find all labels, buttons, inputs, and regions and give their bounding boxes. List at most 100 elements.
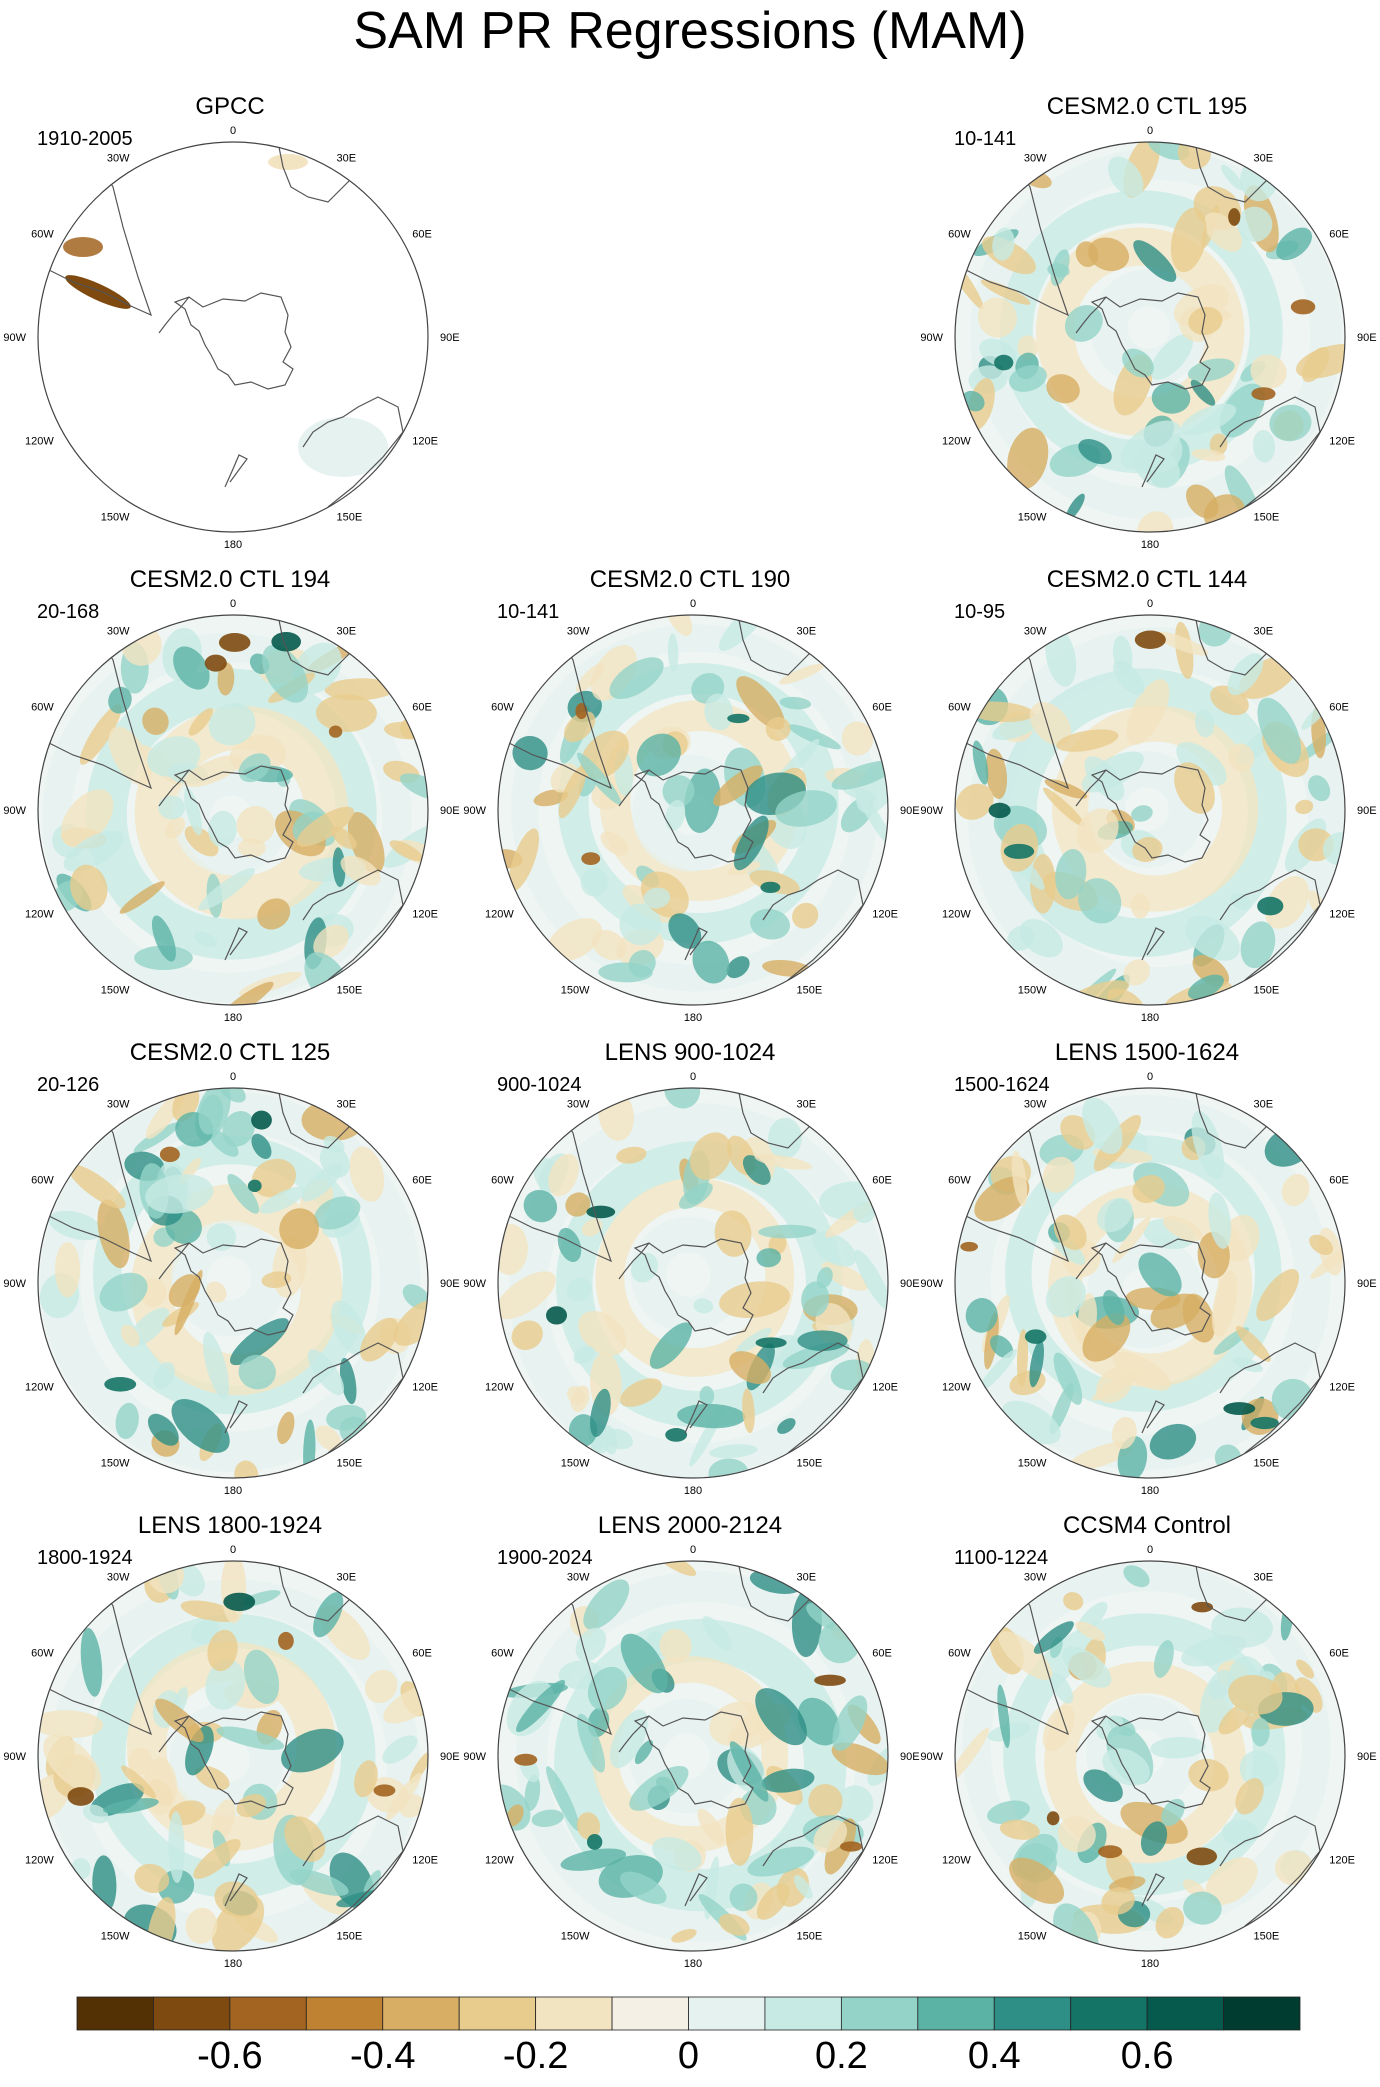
polar-map: 0 30E 60E 90E 120E 150E 180 150W 120W 90W 60W 30W (3, 1544, 459, 1970)
contour-extreme (373, 1784, 396, 1797)
longitude-label: 30W (1024, 1572, 1047, 1584)
longitude-label: 0 (1147, 125, 1153, 137)
regression-field (498, 615, 888, 992)
contour-extreme (159, 1146, 180, 1163)
map-panel: 0 30E 60E 90E 120E 150E 180 150W 120W 90W 60W 30W LE… (917, 1038, 1377, 1518)
peninsula-coast (618, 769, 650, 807)
map-disk (38, 142, 428, 532)
contour-blob (758, 1224, 817, 1239)
contour-extreme (545, 1306, 568, 1325)
contour-blob (1188, 306, 1223, 336)
australia-coast (302, 1342, 404, 1454)
contour-blob (1102, 1290, 1125, 1325)
contour-blob (236, 1794, 266, 1818)
contour-extreme (223, 1592, 256, 1612)
colorbar-box (1146, 1996, 1224, 2031)
contour-blob (977, 297, 1017, 338)
longitude-label: 150W (1018, 1457, 1047, 1469)
panel-period: 900-1024 (497, 1074, 582, 1096)
longitude-label: 150W (1018, 984, 1047, 996)
longitude-label: 150W (101, 984, 130, 996)
contour-blob (1067, 1441, 1134, 1471)
antarctica-coast (173, 292, 294, 390)
new-zealand-coast (1141, 927, 1165, 961)
new-zealand-coast (684, 927, 708, 961)
contour-blob (145, 1174, 214, 1214)
contour-blob (315, 694, 377, 732)
contour-blob (251, 1158, 297, 1198)
contour-blob (1269, 404, 1312, 442)
contour-blob (313, 1196, 361, 1230)
contour-blob (1155, 1907, 1185, 1939)
contour-band (968, 627, 1345, 1005)
longitude-label: 90W (3, 805, 26, 817)
colorbar-box (1070, 1996, 1148, 2031)
regression-field (498, 1088, 888, 1478)
contour-blob (854, 1249, 888, 1310)
contour-blob (508, 828, 540, 891)
longitude-label: 0 (690, 1544, 696, 1556)
contour-blob (1153, 1640, 1174, 1678)
contour-blob (354, 1760, 378, 1798)
new-zealand-coast (1141, 1873, 1165, 1907)
longitude-label: 150E (337, 1930, 363, 1942)
longitude-label: 120E (872, 1855, 898, 1867)
map-panel: 0 30E 60E 90E 120E 150E 180 150W 120W 90W 60W 30W GP… (0, 92, 460, 572)
longitude-label: 120E (1329, 1855, 1355, 1867)
contour-extreme (960, 1241, 978, 1252)
contour-blob (793, 1875, 813, 1899)
contour-blob (1154, 631, 1209, 656)
longitude-label: 120E (872, 909, 898, 921)
contour-blob (1136, 511, 1174, 532)
contour-blob (1007, 427, 1049, 490)
south-america-coast (42, 1107, 153, 1263)
contour-blob (208, 1129, 239, 1157)
panel-period: 10-95 (954, 601, 1006, 623)
contour-blob (990, 1335, 1014, 1359)
contour-extreme (1098, 1845, 1123, 1859)
contour-blob (128, 1747, 153, 1775)
contour-blob (1228, 743, 1255, 772)
contour-extreme (1257, 896, 1284, 916)
contour-blob (718, 1913, 750, 1936)
longitude-label: 150E (1254, 1457, 1280, 1469)
contour-blob (360, 1317, 399, 1362)
longitude-label: 150E (1254, 1930, 1280, 1942)
contour-blob (583, 1579, 630, 1630)
contour-blob (762, 959, 812, 977)
panel-title: LENS 2000-2124 (597, 1512, 783, 1539)
contour-blob (340, 855, 381, 886)
contour-blob (1045, 627, 1077, 687)
colorbar-label: 0.6 (1121, 2035, 1174, 2077)
colorbar-label: 0.2 (815, 2035, 868, 2077)
longitude-label: 90E (1357, 1751, 1377, 1763)
contour-blob (174, 1269, 203, 1336)
contour-blob (992, 227, 1015, 261)
colorbar-label: 0.4 (968, 2035, 1021, 2077)
polar-map: 0 30E 60E 90E 120E 150E 180 150W 120W 90W 60W 30W (920, 125, 1376, 551)
contour-blob (399, 773, 428, 801)
longitude-label: 120W (485, 909, 514, 921)
panel-title: LENS 900-1024 (604, 1039, 776, 1066)
contour-blob (1149, 1423, 1197, 1460)
new-zealand-coast (684, 1400, 708, 1434)
panel-period: 20-126 (37, 1074, 100, 1096)
antarctica-coast (633, 765, 754, 863)
contour-blob (689, 1132, 732, 1180)
australia-coast (1219, 1815, 1321, 1927)
regression-field (955, 1562, 1331, 1951)
contour-blob (1016, 1329, 1029, 1387)
contour-extreme (1250, 1416, 1279, 1430)
new-zealand-coast (1141, 1400, 1165, 1434)
contour-blob (668, 913, 702, 949)
longitude-label: 30W (1024, 626, 1047, 638)
contour-blob (1235, 1326, 1271, 1362)
contour-blob (60, 789, 114, 848)
contour-blob (636, 733, 681, 777)
contour-blob (315, 1425, 342, 1452)
contour-blob (516, 1679, 566, 1733)
contour-blob (389, 840, 423, 862)
australia-coast (1219, 869, 1321, 981)
contour-blob (1011, 1150, 1028, 1207)
south-america-coast (502, 634, 613, 790)
